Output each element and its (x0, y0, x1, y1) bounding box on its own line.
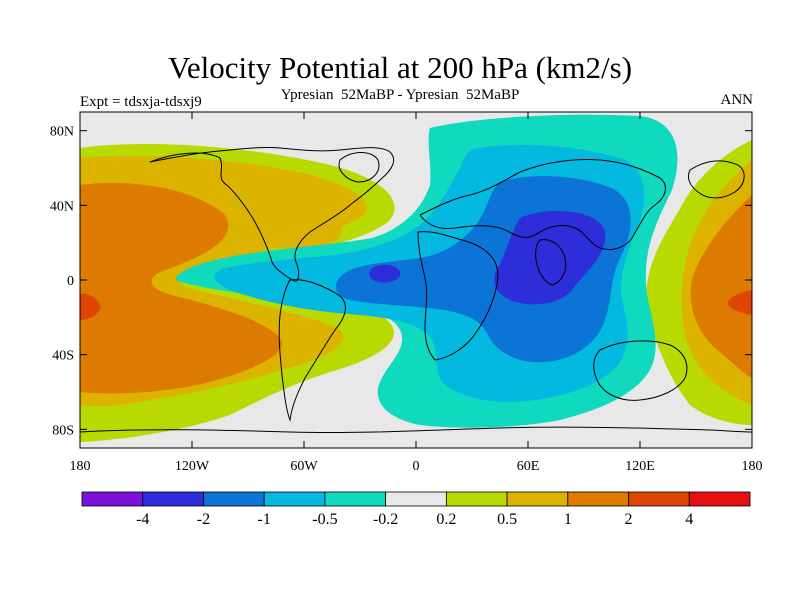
colorbar-swatch (203, 491, 265, 507)
coastline-east-asia (687, 160, 745, 199)
coastline-india (535, 239, 567, 286)
colorbar-swatch (445, 491, 508, 507)
lat-tick-label: 0 (67, 274, 74, 289)
contour-positive-pacific-1 (80, 182, 282, 394)
longitude-ticks: 180 120W 60W 0 60E 120E 180 (70, 112, 763, 474)
coastline-south-america (278, 279, 346, 422)
colorbar-level-label: 2 (625, 511, 633, 528)
colorbar-level-label: 0.5 (497, 511, 517, 528)
lat-tick-label: 80S (52, 423, 74, 438)
colorbar-level-label: -1 (258, 511, 271, 528)
colorbar-level-label: 0.2 (436, 511, 456, 528)
coastline-africa (417, 231, 499, 361)
lon-tick-label: 120W (175, 459, 210, 474)
colorbar-swatch (567, 491, 629, 507)
coastlines (80, 146, 752, 434)
coastline-australia (593, 340, 688, 401)
coastline-antarctica (80, 426, 752, 434)
colorbar-swatch (324, 491, 387, 507)
colorbar-swatch (506, 491, 569, 507)
colorbar-swatch (142, 491, 204, 507)
latitude-ticks: 80N 40N 0 40S 80S (50, 125, 752, 438)
colorbar: -4 -2 -1 -0.5 -0.2 0.2 0.5 1 2 4 (81, 491, 751, 528)
lon-tick-label: 120E (625, 459, 655, 474)
contour-positive-east-2 (728, 290, 752, 315)
colorbar-swatch (385, 491, 447, 507)
colorbar-level-label: -2 (197, 511, 210, 528)
colorbar-level-label: 4 (685, 511, 693, 528)
colorbar-swatch (688, 491, 751, 507)
contour-fields (80, 112, 752, 448)
lon-tick-label: 180 (742, 459, 763, 474)
colorbar-level-label: -0.2 (373, 511, 398, 528)
contour-positive-na (263, 214, 342, 250)
colorbar-swatch (263, 491, 326, 507)
lat-tick-label: 40S (52, 349, 74, 364)
colorbar-swatch (81, 491, 144, 507)
lon-tick-label: 180 (70, 459, 91, 474)
lon-tick-label: 0 (413, 459, 420, 474)
lat-tick-label: 80N (50, 125, 74, 140)
map-title: Velocity Potential at 200 hPa (km2/s) (167, 50, 633, 85)
coastline-north-america (149, 146, 395, 282)
season-label: ANN (720, 92, 754, 108)
lon-tick-label: 60E (517, 459, 540, 474)
map-subtitle: Ypresian 52MaBP - Ypresian 52MaBP (280, 87, 520, 103)
lon-tick-label: 60W (290, 459, 318, 474)
coastline-eurasia (419, 159, 666, 251)
lat-tick-label: 40N (50, 199, 74, 214)
contour-positive-pacific-2 (80, 293, 100, 320)
experiment-label: Expt = tdsxja-tdsxj9 (80, 94, 202, 110)
coastline-greenland (338, 152, 380, 183)
colorbar-level-label: -0.5 (312, 511, 337, 528)
contour-negative-2 (494, 210, 606, 305)
colorbar-level-label: -4 (136, 511, 149, 528)
contour-positive-east-1 (690, 195, 752, 378)
colorbar-level-label: 1 (564, 511, 572, 528)
colorbar-swatch (628, 491, 690, 507)
contour-negative-2b (369, 264, 401, 283)
